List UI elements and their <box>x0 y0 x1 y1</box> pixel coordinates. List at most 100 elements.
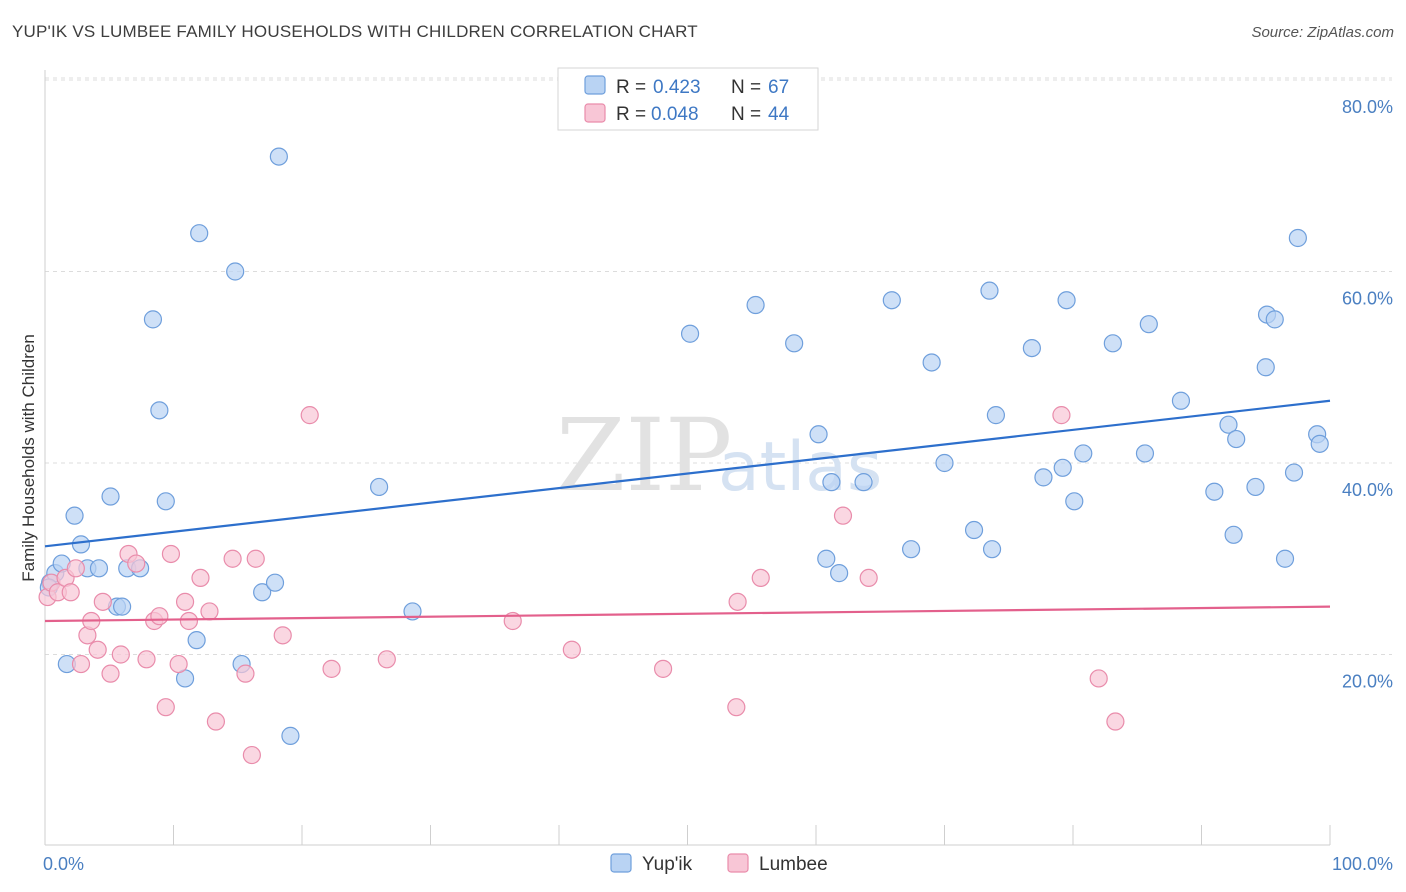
point-yupik-63 <box>1288 228 1307 248</box>
point-yupik-65 <box>1310 434 1329 453</box>
legend-swatch-yupik <box>584 75 606 95</box>
legend: R = 0.423 N = 67 R = 0.048 N = 44 <box>557 67 819 131</box>
y-tick-label-1: 40.0% <box>1342 480 1393 500</box>
legend-n-label: N = <box>731 104 761 125</box>
point-lumbee-14 <box>127 554 146 573</box>
point-yupik-8 <box>101 487 120 506</box>
legend-r-label: R = <box>616 104 646 125</box>
point-lumbee-35 <box>562 640 581 659</box>
point-yupik-39 <box>964 520 984 540</box>
y-tick-label-3: 80.0% <box>1342 97 1393 117</box>
point-lumbee-42 <box>1052 406 1071 425</box>
bottom-legend-label-lumbee: Lumbee <box>759 854 828 875</box>
source-label: Source: ZipAtlas.com <box>1251 24 1394 41</box>
chart-title: YUP'IK VS LUMBEE FAMILY HOUSEHOLDS WITH … <box>12 22 698 41</box>
point-yupik-50 <box>1135 444 1155 463</box>
point-yupik-49 <box>1103 334 1122 353</box>
point-yupik-29 <box>785 334 804 353</box>
legend-r-label: R = <box>616 77 646 98</box>
point-yupik-53 <box>1205 482 1224 501</box>
point-yupik-62 <box>1284 463 1304 482</box>
point-lumbee-29 <box>246 549 265 568</box>
point-yupik-60 <box>1265 310 1284 329</box>
point-lumbee-4 <box>61 583 80 602</box>
point-yupik-35 <box>882 291 901 310</box>
point-yupik-43 <box>1022 339 1041 358</box>
point-lumbee-15 <box>137 650 156 669</box>
point-lumbee-44 <box>1106 712 1125 731</box>
y-tick-label-2: 60.0% <box>1342 289 1393 309</box>
legend-n-label: N = <box>731 77 761 98</box>
point-yupik-42 <box>986 406 1006 425</box>
watermark: ZIP atlas <box>556 397 882 514</box>
point-yupik-38 <box>935 453 954 473</box>
axes <box>44 70 1331 846</box>
point-lumbee-39 <box>751 568 770 588</box>
point-lumbee-23 <box>191 568 210 588</box>
x-tick-label-0: 0.0% <box>43 854 84 874</box>
point-yupik-17 <box>187 631 206 650</box>
legend-r-value-lumbee: 0.048 <box>651 104 699 125</box>
point-yupik-51 <box>1139 315 1158 334</box>
point-lumbee-32 <box>322 659 341 678</box>
point-lumbee-24 <box>200 602 219 621</box>
trendline-lumbee <box>44 605 1331 623</box>
legend-n-value-lumbee: 44 <box>768 104 790 125</box>
point-lumbee-22 <box>179 611 199 631</box>
point-lumbee-40 <box>833 506 853 525</box>
point-yupik-33 <box>830 564 849 583</box>
point-yupik-10 <box>112 597 132 616</box>
point-yupik-45 <box>1053 458 1072 477</box>
point-lumbee-18 <box>156 698 175 717</box>
point-yupik-46 <box>1057 291 1076 310</box>
point-lumbee-30 <box>273 626 292 645</box>
point-lumbee-9 <box>88 640 107 659</box>
point-lumbee-19 <box>161 544 181 564</box>
point-lumbee-6 <box>71 654 91 674</box>
point-yupik-5 <box>71 535 91 554</box>
legend-swatch-lumbee <box>584 103 606 123</box>
x-tick-label-1: 100.0% <box>1332 854 1393 874</box>
point-lumbee-26 <box>223 549 242 568</box>
point-yupik-48 <box>1074 444 1093 463</box>
point-yupik-22 <box>265 573 285 592</box>
point-lumbee-25 <box>206 712 226 731</box>
legend-n-value-yupik: 67 <box>768 77 789 98</box>
point-yupik-25 <box>370 477 389 497</box>
point-yupik-36 <box>901 540 921 559</box>
point-yupik-54 <box>1219 415 1238 434</box>
point-yupik-41 <box>982 540 1002 559</box>
point-yupik-7 <box>89 559 109 578</box>
point-yupik-47 <box>1065 492 1084 511</box>
point-yupik-32 <box>822 473 841 492</box>
bottom-legend-swatch-lumbee <box>727 853 749 873</box>
point-lumbee-41 <box>859 568 878 588</box>
point-yupik-58 <box>1256 358 1275 377</box>
point-lumbee-27 <box>236 664 255 683</box>
point-lumbee-20 <box>169 654 188 674</box>
point-yupik-44 <box>1034 468 1053 487</box>
point-yupik-14 <box>150 401 169 420</box>
point-lumbee-31 <box>300 406 319 425</box>
point-yupik-28 <box>746 295 765 315</box>
point-yupik-55 <box>1224 525 1243 544</box>
point-yupik-15 <box>156 492 175 511</box>
y-tick-labels: 20.0% 40.0% 60.0% 80.0% <box>1342 97 1393 692</box>
point-lumbee-17 <box>150 607 169 626</box>
point-lumbee-11 <box>101 664 120 683</box>
x-tick-labels: 0.0% 100.0% <box>43 854 1393 874</box>
point-yupik-23 <box>269 147 288 166</box>
point-lumbee-21 <box>175 592 195 611</box>
point-yupik-61 <box>1275 549 1295 568</box>
point-lumbee-33 <box>377 650 396 669</box>
trendline-yupik <box>44 399 1331 548</box>
point-lumbee-36 <box>653 659 673 678</box>
point-yupik-18 <box>190 224 209 243</box>
point-yupik-30 <box>809 425 828 444</box>
point-lumbee-5 <box>66 559 85 578</box>
y-tick-label-0: 20.0% <box>1342 672 1393 692</box>
point-lumbee-43 <box>1089 669 1108 688</box>
point-lumbee-12 <box>111 645 130 664</box>
point-yupik-4 <box>65 506 84 525</box>
